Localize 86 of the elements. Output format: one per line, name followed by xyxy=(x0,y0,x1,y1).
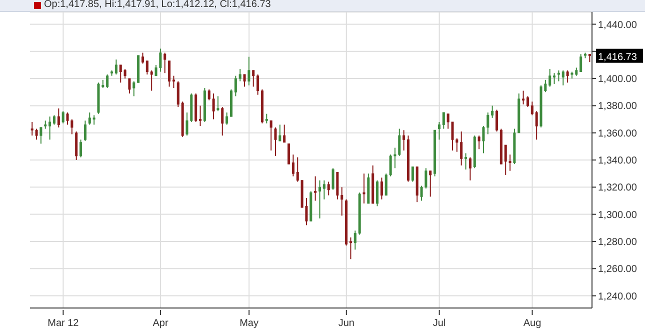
candlestick xyxy=(57,108,60,128)
candlestick xyxy=(557,70,560,82)
candlestick xyxy=(164,52,166,74)
candlestick xyxy=(52,114,56,126)
candlestick xyxy=(278,124,282,142)
candlestick xyxy=(288,143,290,165)
candlestick xyxy=(141,52,144,64)
candlestick xyxy=(566,70,569,84)
candlestick xyxy=(168,60,171,88)
candlestick xyxy=(332,168,334,190)
candlestick xyxy=(411,166,414,182)
candlestick xyxy=(526,96,529,108)
candlestick xyxy=(362,173,366,204)
candlestick xyxy=(349,236,352,260)
x-tick-label: Aug xyxy=(523,318,542,329)
candlestick xyxy=(238,68,242,82)
candlestick xyxy=(128,78,131,94)
candlestick xyxy=(530,101,534,116)
y-tick-label: 1,240.00 xyxy=(598,291,638,302)
candlestick xyxy=(75,130,78,160)
candlestick xyxy=(221,106,224,136)
candlestick xyxy=(380,177,383,200)
candlestick xyxy=(150,70,153,92)
candlestick xyxy=(124,68,126,80)
candlestick xyxy=(376,180,379,207)
candlestick xyxy=(464,152,468,170)
candlestick xyxy=(216,96,220,112)
candlestick xyxy=(114,59,118,75)
candlestick xyxy=(283,124,286,143)
y-tick-label: 1,380.00 xyxy=(598,101,638,112)
y-tick-label: 1,280.00 xyxy=(598,237,638,248)
candlestick xyxy=(248,56,250,86)
y-tick-label: 1,340.00 xyxy=(598,156,638,167)
x-tick-label: Apr xyxy=(152,318,169,329)
y-tick-label: 1,300.00 xyxy=(598,210,638,221)
candlestick xyxy=(226,112,228,126)
candlestick xyxy=(106,74,109,89)
text: 1,416.73 xyxy=(598,52,638,63)
y-tick-label: 1,400.00 xyxy=(598,74,638,86)
candlestick xyxy=(243,74,246,88)
y-tick-label: 1,440.00 xyxy=(598,20,638,31)
chart-title: Op:1,417.85, Hi:1,417.91, Lo:1,412.12, Cl:1,416.73 xyxy=(44,0,271,11)
y-tick-label: 1,320.00 xyxy=(598,182,638,194)
candlestick xyxy=(132,80,136,97)
candlestick xyxy=(318,180,321,219)
candlestick xyxy=(522,90,525,105)
candlestick xyxy=(172,75,175,89)
candlestick xyxy=(468,156,472,181)
candlestick xyxy=(48,116,52,140)
candlestick xyxy=(402,130,406,151)
candlestick xyxy=(496,109,498,132)
candlestick xyxy=(35,128,38,140)
candlestick xyxy=(336,172,339,200)
candlestick xyxy=(270,120,272,151)
candlestick xyxy=(535,110,538,140)
candlestick xyxy=(265,113,268,124)
candlestick xyxy=(429,170,432,198)
candlestick xyxy=(80,139,82,158)
candlestick xyxy=(438,121,440,140)
candlestick xyxy=(84,120,86,142)
x-tick-label: Jul xyxy=(432,318,446,329)
candlestick xyxy=(40,126,42,144)
candlestick xyxy=(146,60,148,75)
candlestick xyxy=(292,154,294,177)
x-tick-label: Mar 12 xyxy=(48,318,80,329)
candlestick xyxy=(256,74,260,96)
candlestick xyxy=(580,54,582,72)
candlestick xyxy=(252,70,255,88)
candlestick xyxy=(553,72,556,84)
x-tick-label: May xyxy=(240,318,258,329)
candlestick xyxy=(234,75,237,97)
candlestick xyxy=(491,105,494,118)
candlestick xyxy=(92,114,96,126)
candlestick xyxy=(62,110,64,124)
candlestick xyxy=(199,105,202,127)
candlestick xyxy=(274,126,277,156)
x-tick-label: Jun xyxy=(338,318,354,329)
candlestick xyxy=(562,70,564,86)
y-tick-label: 1,260.00 xyxy=(598,264,638,276)
candlestick xyxy=(327,181,330,196)
candlestick xyxy=(442,112,445,130)
candlestick xyxy=(212,92,215,120)
y-tick-label: 1,360.00 xyxy=(598,128,638,140)
candlestick xyxy=(314,176,317,202)
candlestick xyxy=(322,180,326,200)
candlestick xyxy=(478,135,480,150)
